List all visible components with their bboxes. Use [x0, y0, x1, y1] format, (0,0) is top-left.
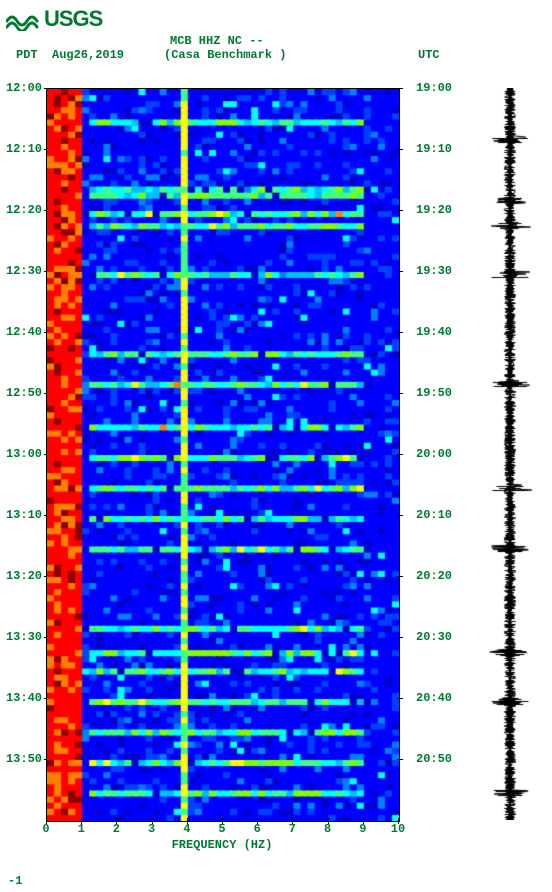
y-axis-left: 12:0012:1012:2012:3012:4012:5013:0013:10…: [0, 88, 44, 820]
wave-icon: [6, 7, 40, 31]
ytick-left: 13:20: [6, 569, 42, 583]
seismogram-canvas: [480, 88, 540, 820]
xtick: 0: [42, 822, 49, 836]
tz-right-label: UTC: [418, 48, 440, 62]
ytick-right: 19:30: [416, 264, 452, 278]
x-axis: FREQUENCY (HZ) 012345678910: [46, 820, 398, 860]
xtick: 4: [183, 822, 190, 836]
xtick: 2: [113, 822, 120, 836]
ytick-right: 20:10: [416, 508, 452, 522]
ytick-right: 19:20: [416, 203, 452, 217]
spectrogram-panel: [46, 88, 398, 820]
x-axis-label: FREQUENCY (HZ): [46, 838, 398, 852]
xtick: 7: [289, 822, 296, 836]
logo-text: USGS: [44, 6, 102, 32]
ytick-right: 20:50: [416, 752, 452, 766]
spectrogram-canvas: [46, 88, 400, 822]
ytick-left: 13:40: [6, 691, 42, 705]
seismogram-panel: [480, 88, 540, 820]
ytick-right: 20:00: [416, 447, 452, 461]
xtick: 8: [324, 822, 331, 836]
usgs-logo: USGS: [6, 6, 102, 32]
ytick-right: 20:20: [416, 569, 452, 583]
ytick-left: 12:20: [6, 203, 42, 217]
ytick-left: 12:40: [6, 325, 42, 339]
ytick-left: 12:00: [6, 81, 42, 95]
ytick-right: 19:40: [416, 325, 452, 339]
xtick: 9: [359, 822, 366, 836]
ytick-left: 12:10: [6, 142, 42, 156]
xtick: 5: [218, 822, 225, 836]
footer-marker: -1: [8, 874, 22, 888]
ytick-right: 20:30: [416, 630, 452, 644]
tz-left-label: PDT: [16, 48, 38, 62]
ytick-right: 19:10: [416, 142, 452, 156]
date-label: Aug26,2019: [52, 48, 124, 62]
y-axis-right: 19:0019:1019:2019:3019:4019:5020:0020:10…: [398, 88, 458, 820]
ytick-left: 12:30: [6, 264, 42, 278]
ytick-left: 13:00: [6, 447, 42, 461]
ytick-right: 19:50: [416, 386, 452, 400]
ytick-left: 13:30: [6, 630, 42, 644]
ytick-right: 19:00: [416, 81, 452, 95]
xtick: 3: [148, 822, 155, 836]
xtick: 1: [78, 822, 85, 836]
ytick-left: 12:50: [6, 386, 42, 400]
ytick-left: 13:50: [6, 752, 42, 766]
ytick-left: 13:10: [6, 508, 42, 522]
station-id: MCB HHZ NC --: [170, 34, 264, 48]
xtick: 10: [391, 822, 405, 836]
ytick-right: 20:40: [416, 691, 452, 705]
station-subtitle: (Casa Benchmark ): [164, 48, 286, 62]
xtick: 6: [254, 822, 261, 836]
